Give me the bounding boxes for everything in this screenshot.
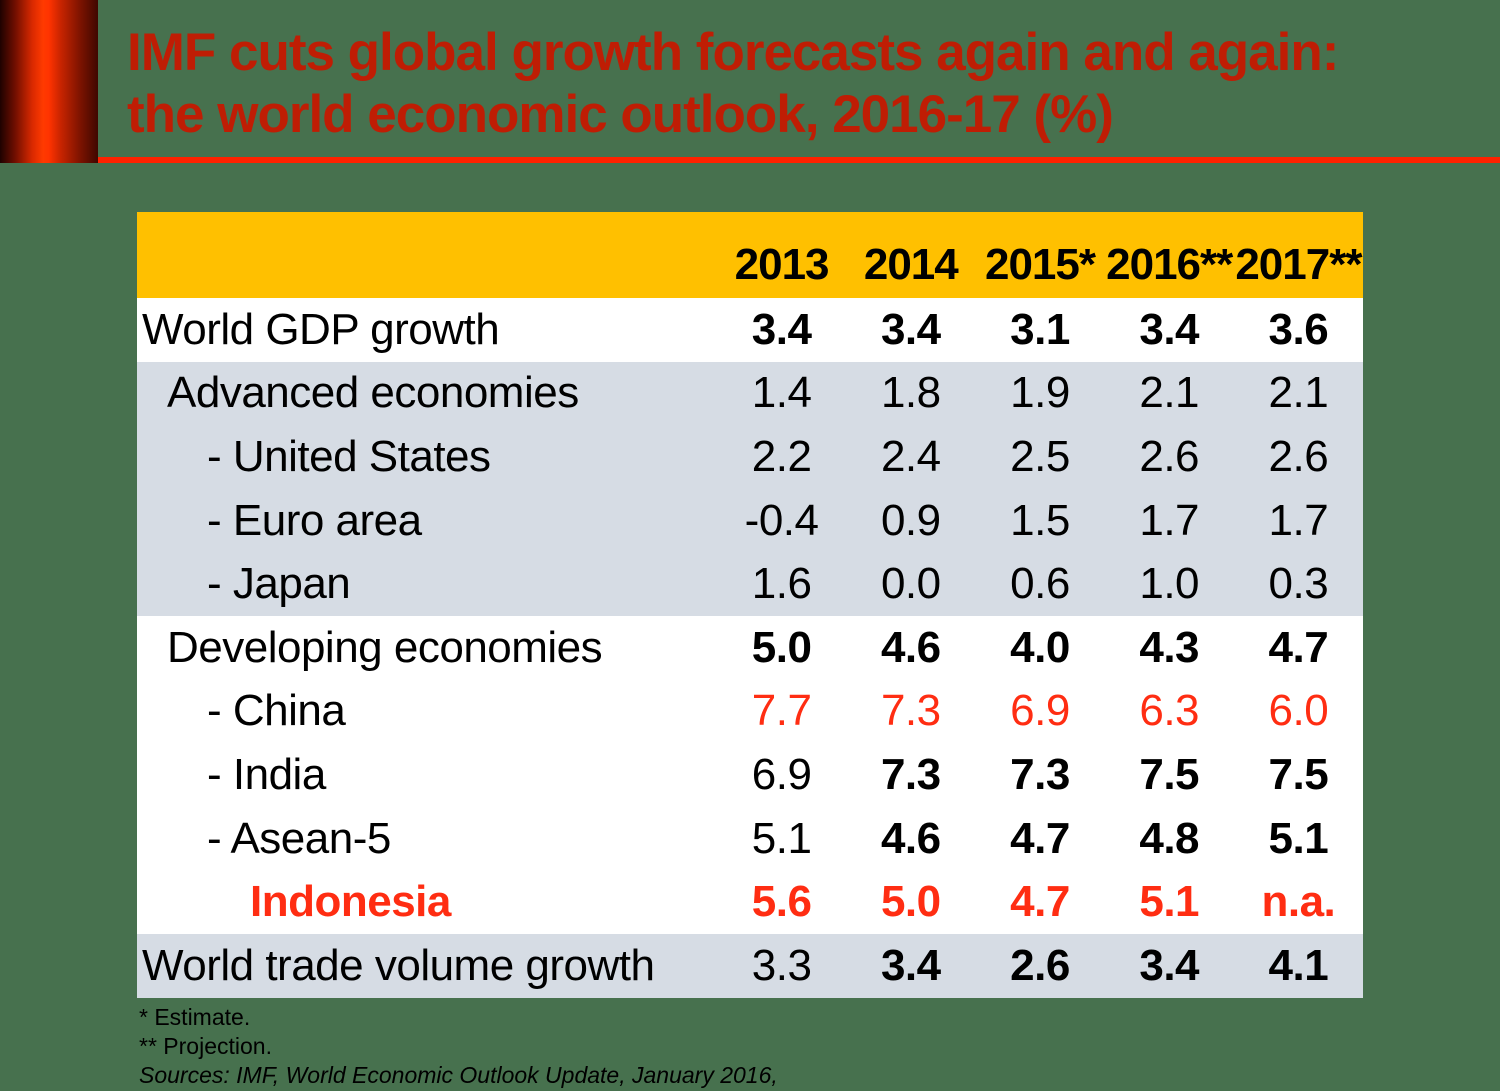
value-cell: 4.6 [880, 813, 941, 863]
value-cell: 1.6 [751, 559, 812, 609]
value-cell: 3.4 [1139, 940, 1200, 990]
value-cell: 6.9 [751, 749, 812, 799]
value-cell: 6.0 [1268, 686, 1329, 736]
value-cell: 5.0 [751, 622, 812, 672]
value-cell: 0.3 [1268, 559, 1329, 609]
row-label: - India [207, 749, 326, 799]
footnotes: * Estimate. ** Projection. Sources: IMF,… [139, 1003, 778, 1090]
row-label: - Japan [207, 559, 351, 609]
table-row: - China 7.7 7.3 6.9 6.3 6.0 [137, 679, 1363, 744]
value-cell: 6.3 [1139, 686, 1200, 736]
row-label: World GDP growth [142, 304, 500, 354]
row-label: - China [207, 686, 346, 736]
row-label: World trade volume growth [142, 940, 655, 990]
forecast-table: 2013 2014 2015* 2016** 2017** World GDP … [137, 212, 1363, 998]
table-row: - Japan 1.6 0.0 0.6 1.0 0.3 [137, 552, 1363, 616]
value-cell: 4.1 [1268, 940, 1329, 990]
value-cell: 7.7 [751, 686, 812, 736]
slide-title-line2: the world economic outlook, 2016-17 (%) [127, 85, 1114, 144]
value-cell: 2.6 [1268, 431, 1329, 481]
value-cell: 3.4 [880, 940, 941, 990]
value-cell: 3.4 [1139, 304, 1200, 354]
value-cell: 0.0 [880, 559, 941, 609]
footnote-sources: Sources: IMF, World Economic Outlook Upd… [139, 1062, 778, 1088]
value-cell: -0.4 [744, 495, 819, 545]
value-cell: 1.8 [880, 368, 941, 418]
row-label: Indonesia [250, 877, 451, 927]
value-cell: 4.7 [1268, 622, 1329, 672]
row-label: - United States [207, 431, 491, 481]
value-cell: 3.3 [751, 940, 812, 990]
year-header: 2017** [1235, 240, 1362, 289]
value-cell: 3.6 [1268, 304, 1329, 354]
year-header: 2015* [984, 240, 1096, 289]
row-label: Advanced economies [167, 368, 579, 418]
red-accent-bar [0, 0, 98, 163]
value-cell: 4.6 [880, 622, 941, 672]
table-row: - Euro area -0.4 0.9 1.5 1.7 1.7 [137, 488, 1363, 553]
row-label: - Euro area [207, 495, 422, 545]
value-cell: 5.6 [751, 877, 812, 927]
value-cell: 4.8 [1139, 813, 1200, 863]
value-cell: 0.6 [1010, 559, 1070, 609]
value-cell: n.a. [1261, 877, 1336, 927]
value-cell: 1.5 [1010, 495, 1070, 545]
value-cell: 4.0 [1010, 622, 1070, 672]
value-cell: 5.1 [1139, 877, 1200, 927]
value-cell: 7.5 [1139, 749, 1200, 799]
value-cell: 1.9 [1010, 368, 1070, 418]
value-cell: 4.7 [1010, 877, 1070, 927]
table-row: World trade volume growth 3.3 3.4 2.6 3.4 4.1 [137, 933, 1363, 998]
year-header: 2013 [734, 240, 830, 289]
table-row: Advanced economies 1.4 1.8 1.9 2.1 2.1 [137, 361, 1363, 426]
value-cell: 5.0 [880, 877, 941, 927]
value-cell: 3.4 [880, 304, 941, 354]
footnote-projection: ** Projection. [139, 1033, 272, 1059]
value-cell: 2.1 [1268, 368, 1329, 418]
value-cell: 2.6 [1010, 940, 1070, 990]
table-row: - United States 2.2 2.4 2.5 2.6 2.6 [137, 425, 1363, 489]
table-row: Developing economies 5.0 4.6 4.0 4.3 4.7 [137, 615, 1363, 680]
value-cell: 7.5 [1268, 749, 1329, 799]
table-body: World GDP growth 3.4 3.4 3.1 3.4 3.6 Advanced … [137, 298, 1363, 998]
value-cell: 5.1 [751, 813, 812, 863]
value-cell: 1.7 [1139, 495, 1200, 545]
table-row: Indonesia 5.6 5.0 4.7 5.1 n.a. [137, 870, 1363, 934]
value-cell: 2.5 [1010, 431, 1070, 481]
value-cell: 0.9 [880, 495, 941, 545]
year-header: 2014 [863, 240, 959, 289]
value-cell: 2.4 [880, 431, 941, 481]
value-cell: 1.7 [1268, 495, 1329, 545]
value-cell: 3.1 [1010, 304, 1070, 354]
value-cell: 7.3 [1010, 749, 1070, 799]
title-underline [98, 157, 1500, 163]
value-cell: 1.4 [751, 368, 812, 418]
table-row: World GDP growth 3.4 3.4 3.1 3.4 3.6 [137, 298, 1363, 362]
year-header: 2016** [1106, 240, 1233, 289]
table-header-row: 2013 2014 2015* 2016** 2017** [137, 212, 1363, 298]
value-cell: 2.1 [1139, 368, 1200, 418]
slide-title: IMF cuts global growth forecasts again a… [127, 22, 1487, 146]
row-label: - Asean-5 [207, 813, 391, 863]
value-cell: 7.3 [880, 749, 941, 799]
value-cell: 1.0 [1139, 559, 1200, 609]
value-cell: 4.7 [1010, 813, 1070, 863]
table-row: - India 6.9 7.3 7.3 7.5 7.5 [137, 743, 1363, 807]
value-cell: 4.3 [1139, 622, 1200, 672]
row-label: Developing economies [167, 622, 603, 672]
value-cell: 3.4 [751, 304, 812, 354]
header-spacer [137, 290, 717, 298]
value-cell: 6.9 [1010, 686, 1070, 736]
value-cell: 2.2 [751, 431, 812, 481]
slide-title-line1: IMF cuts global growth forecasts again a… [127, 23, 1339, 82]
footnote-estimate: * Estimate. [139, 1004, 251, 1030]
value-cell: 7.3 [880, 686, 941, 736]
table-row: - Asean-5 5.1 4.6 4.7 4.8 5.1 [137, 806, 1363, 871]
value-cell: 5.1 [1268, 813, 1329, 863]
value-cell: 2.6 [1139, 431, 1200, 481]
